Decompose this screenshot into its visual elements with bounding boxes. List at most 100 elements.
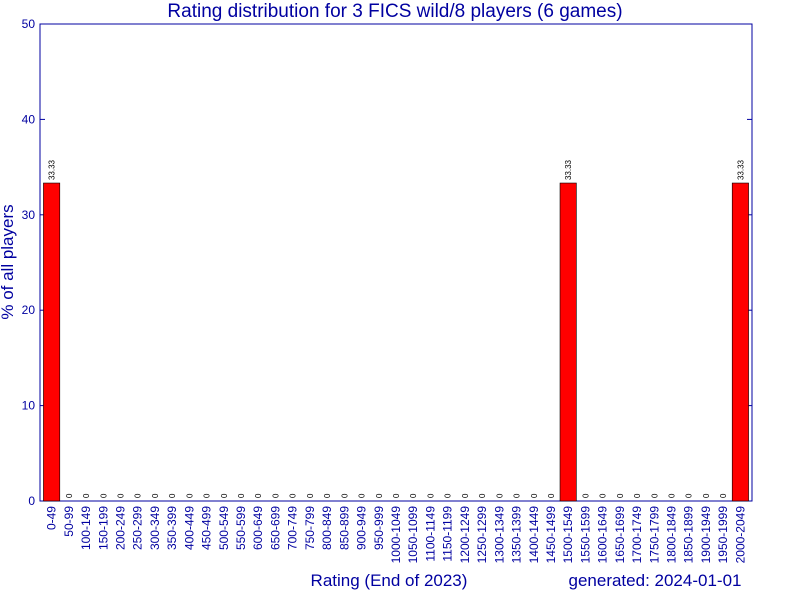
bar	[43, 182, 61, 502]
bar-value-label: 0	[581, 493, 590, 498]
bar-value-label: 0	[599, 493, 608, 498]
x-tick-label: 650-699	[268, 506, 282, 550]
y-axis-label: % of all players	[0, 204, 17, 319]
x-tick-label: 2000-2049	[733, 506, 747, 564]
bar-value-label: 0	[203, 493, 212, 498]
y-tick-label: 30	[22, 208, 36, 222]
x-tick-label: 1950-1999	[716, 506, 730, 564]
bar-value-label: 0	[513, 493, 522, 498]
x-tick-label: 850-899	[337, 506, 351, 550]
x-tick-label: 100-149	[79, 506, 93, 550]
bar-value-label: 0	[392, 493, 401, 498]
bar	[731, 182, 749, 502]
bar-value-label: 0	[323, 493, 332, 498]
bar-value-label: 0	[375, 493, 384, 498]
y-axis: 0 10 20 30 40 50	[22, 17, 752, 508]
x-tick-label: 1050-1099	[406, 506, 420, 564]
bar-value-label: 0	[65, 493, 74, 498]
x-tick-label: 500-549	[217, 506, 231, 550]
bar-value-label: 0	[616, 493, 625, 498]
y-tick-label: 40	[22, 112, 36, 126]
bar-value-label: 0	[82, 493, 91, 498]
generated-date: generated: 2024-01-01	[569, 571, 742, 590]
bar-value-label: 0	[358, 493, 367, 498]
x-tick-label: 700-749	[286, 506, 300, 550]
bar-value-label: 0	[254, 493, 263, 498]
x-axis: 0-49 50-99 100-149 150-199 200-249 250-299 300…	[45, 506, 748, 564]
bar-value-label: 0	[702, 493, 711, 498]
x-tick-label: 150-199	[96, 506, 110, 550]
x-tick-label: 550-599	[234, 506, 248, 550]
y-tick-label: 20	[22, 303, 36, 317]
bars: 33.33 0 0 0 0 0 0 0 0 0 0 0 0 0 0 0 0 0 0 0 0 0 0 0 0 0 0 0 0 0 33.33 0…	[43, 159, 749, 502]
x-tick-label: 350-399	[165, 506, 179, 550]
x-tick-label: 0-49	[45, 506, 59, 530]
x-tick-label: 900-949	[355, 506, 369, 550]
bar-value-label: 0	[719, 493, 728, 498]
bar-value-label: 0	[668, 493, 677, 498]
bar-value-label: 0	[633, 493, 642, 498]
bar-value-label: 0	[220, 493, 229, 498]
bar-value-label: 0	[306, 493, 315, 498]
x-axis-label: Rating (End of 2023)	[311, 571, 468, 590]
chart-title: Rating distribution for 3 FICS wild/8 pl…	[167, 1, 622, 22]
bar-value-label: 0	[99, 493, 108, 498]
x-tick-label: 950-999	[372, 506, 386, 550]
bar-value-label: 0	[185, 493, 194, 498]
x-tick-label: 1800-1849	[665, 506, 679, 564]
bar-value-label: 0	[650, 493, 659, 498]
x-tick-label: 450-499	[200, 506, 214, 550]
x-tick-label: 50-99	[62, 506, 76, 537]
x-tick-label: 1750-1799	[647, 506, 661, 564]
x-tick-label: 250-299	[131, 506, 145, 550]
x-tick-label: 1550-1599	[578, 506, 592, 564]
bar-value-label: 0	[340, 493, 349, 498]
x-tick-label: 1100-1149	[423, 506, 437, 562]
x-tick-label: 1600-1649	[596, 506, 610, 564]
x-tick-label: 1150-1199	[441, 506, 455, 562]
bar-value-label: 0	[444, 493, 453, 498]
bar-value-label: 0	[134, 493, 143, 498]
x-tick-label: 200-249	[113, 506, 127, 550]
bar	[559, 182, 577, 502]
bar-value-label: 0	[151, 493, 160, 498]
bar-value-label: 33.33	[736, 159, 745, 180]
y-tick-label: 0	[28, 494, 35, 508]
x-tick-label: 1300-1349	[492, 506, 506, 564]
x-tick-label: 1450-1499	[544, 506, 558, 564]
x-tick-label: 1850-1899	[682, 506, 696, 564]
bar-value-label: 33.33	[48, 159, 57, 180]
x-tick-label: 1700-1749	[630, 506, 644, 564]
bar-value-label: 0	[116, 493, 125, 498]
bar-value-label: 0	[271, 493, 280, 498]
plot-frame	[39, 23, 753, 502]
bar-value-label: 33.33	[564, 159, 573, 180]
bar-value-label: 0	[685, 493, 694, 498]
bar-value-label: 0	[547, 493, 556, 498]
bar-value-label: 0	[168, 493, 177, 498]
x-tick-label: 1500-1549	[561, 506, 575, 564]
x-tick-label: 1900-1949	[699, 506, 713, 564]
bar-value-label: 0	[495, 493, 504, 498]
bar-value-label: 0	[530, 493, 539, 498]
x-tick-label: 1250-1299	[475, 506, 489, 564]
bar-value-label: 0	[461, 493, 470, 498]
x-tick-label: 1650-1699	[613, 506, 627, 564]
x-tick-label: 1400-1449	[527, 506, 541, 564]
bar-value-label: 0	[289, 493, 298, 498]
y-tick-label: 10	[22, 399, 36, 413]
x-tick-label: 750-799	[303, 506, 317, 550]
bar-value-label: 0	[237, 493, 246, 498]
x-tick-label: 800-849	[320, 506, 334, 550]
bar-value-label: 0	[478, 493, 487, 498]
bar-value-label: 0	[426, 493, 435, 498]
y-tick-label: 50	[22, 17, 36, 31]
x-tick-label: 1350-1399	[510, 506, 524, 564]
x-tick-label: 400-449	[182, 506, 196, 550]
x-tick-label: 300-349	[148, 506, 162, 550]
x-tick-label: 1200-1249	[458, 506, 472, 564]
bar-value-label: 0	[409, 493, 418, 498]
x-tick-label: 600-649	[251, 506, 265, 550]
